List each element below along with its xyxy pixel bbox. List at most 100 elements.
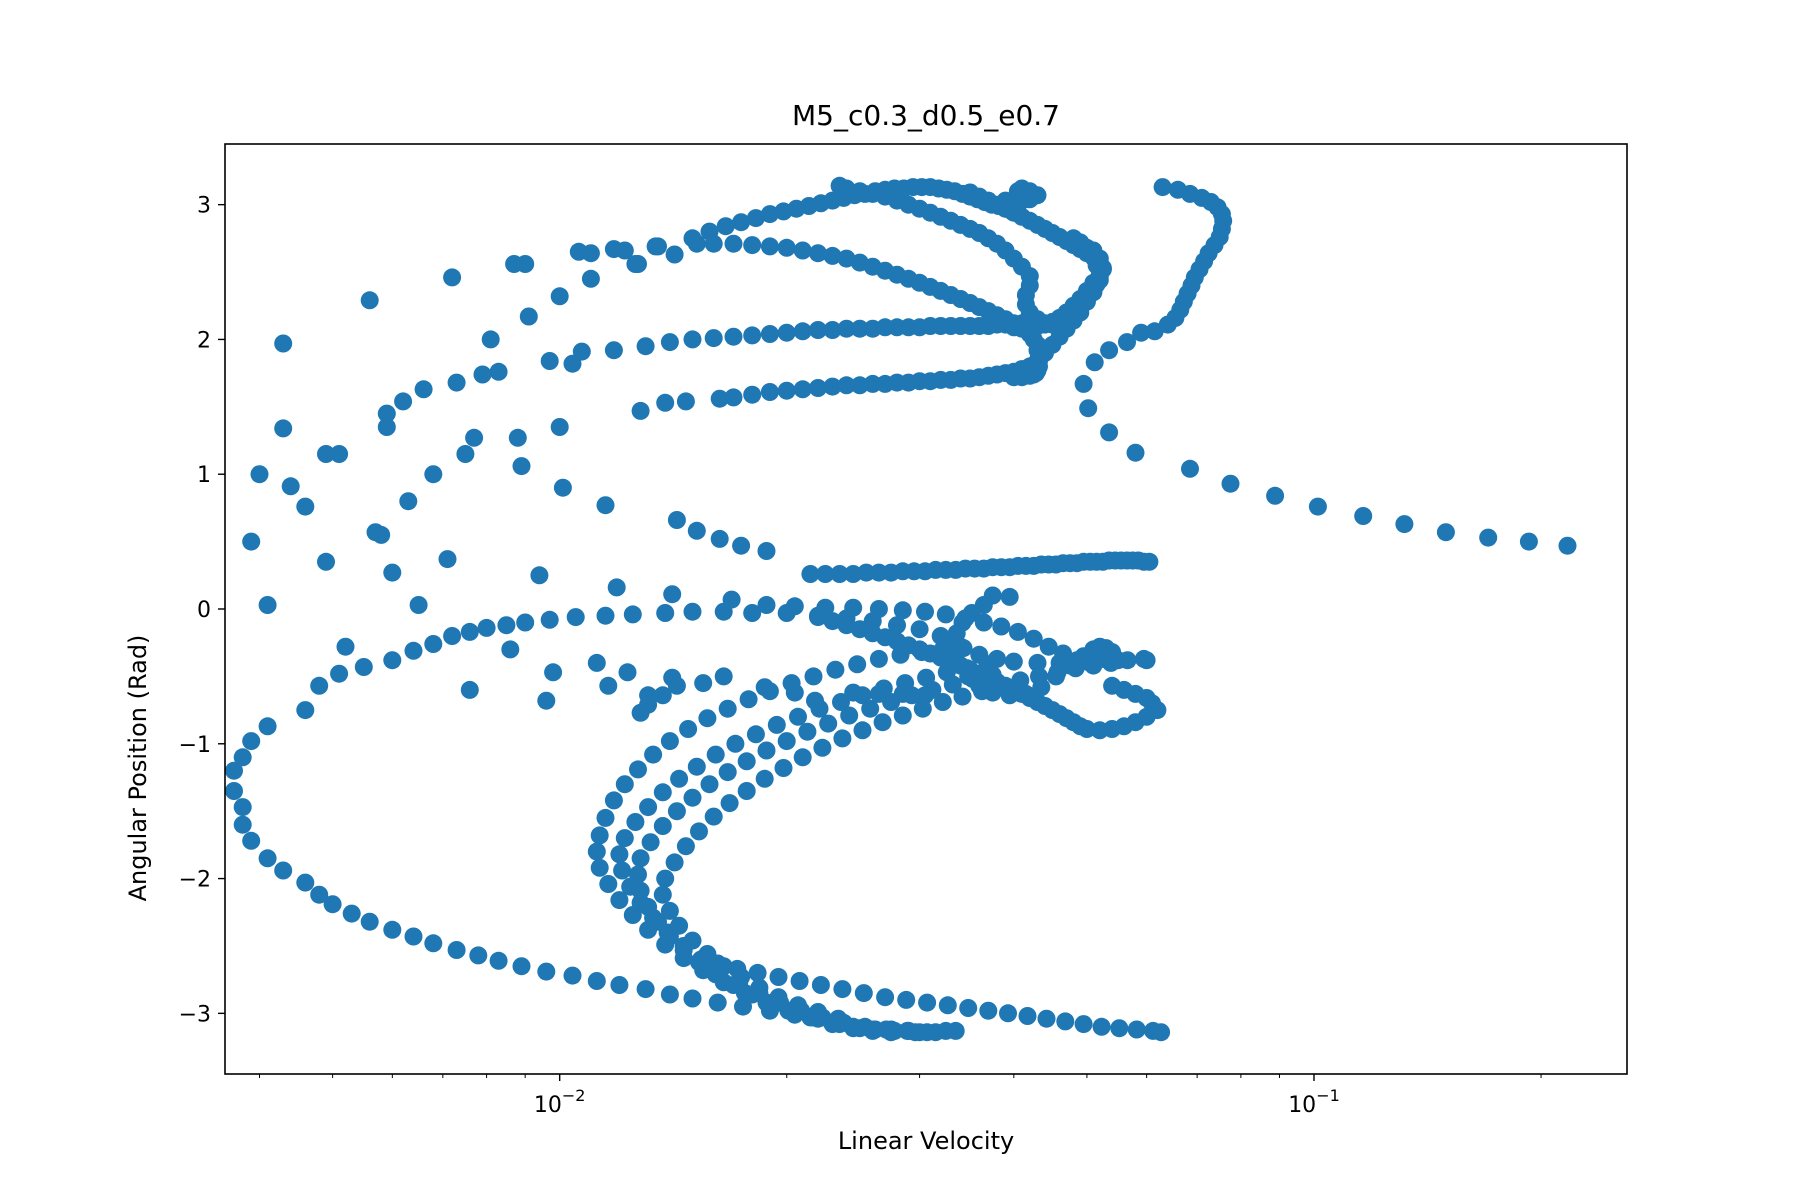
data-point — [424, 465, 443, 484]
data-point — [553, 478, 572, 497]
data-point — [811, 976, 830, 994]
data-point — [1110, 1019, 1129, 1038]
data-point — [1354, 507, 1373, 525]
data-point — [804, 667, 823, 686]
data-point — [653, 817, 672, 835]
data-point — [1084, 656, 1103, 675]
data-point — [743, 326, 762, 345]
data-point — [710, 389, 729, 408]
data-point — [726, 734, 745, 753]
data-point — [667, 802, 686, 821]
data-point — [639, 897, 658, 916]
data-point — [732, 213, 751, 232]
data-point — [665, 853, 684, 872]
plot-frame — [224, 143, 1628, 1075]
data-point — [992, 617, 1011, 636]
data-point — [844, 565, 863, 583]
data-point — [1092, 1017, 1111, 1036]
y-tick-label: 3 — [197, 194, 211, 219]
data-point — [1039, 637, 1058, 656]
data-point — [848, 655, 867, 674]
data-point — [653, 885, 672, 904]
data-point — [233, 815, 252, 834]
data-point — [690, 822, 708, 841]
data-point — [613, 861, 632, 880]
data-point — [785, 683, 804, 702]
data-point — [670, 769, 689, 788]
data-point — [844, 683, 863, 702]
data-point — [746, 725, 765, 744]
data-point — [481, 330, 500, 349]
data-point — [516, 255, 535, 273]
data-point — [809, 1003, 827, 1021]
data-point — [516, 613, 535, 632]
data-point — [687, 521, 706, 540]
data-point — [258, 596, 277, 614]
data-point — [550, 287, 569, 306]
data-point — [760, 237, 779, 256]
data-point — [242, 831, 261, 850]
data-point — [639, 798, 658, 817]
data-point — [1558, 536, 1577, 555]
data-point — [610, 976, 629, 994]
data-point — [596, 808, 615, 827]
data-point — [665, 245, 684, 264]
data-point — [581, 269, 600, 288]
data-point — [394, 392, 413, 411]
data-point — [906, 1023, 925, 1042]
data-point — [1030, 667, 1048, 686]
data-point — [1100, 341, 1119, 360]
data-point — [724, 234, 743, 253]
data-point — [999, 1004, 1017, 1023]
data-point — [469, 946, 488, 965]
data-point — [793, 380, 812, 399]
data-point — [912, 643, 931, 662]
data-point — [863, 374, 882, 393]
data-point — [755, 769, 774, 788]
data-point — [519, 307, 538, 326]
data-point — [501, 640, 520, 659]
data-point — [599, 875, 618, 893]
y-tick-label: −3 — [179, 1002, 211, 1027]
data-point — [710, 529, 729, 548]
data-point — [1079, 399, 1098, 418]
data-point — [604, 341, 623, 360]
data-point — [683, 330, 702, 349]
data-point — [916, 686, 934, 705]
data-point — [274, 419, 293, 438]
data-point — [615, 829, 634, 848]
data-point — [1479, 528, 1498, 547]
data-point — [777, 238, 796, 257]
data-point — [793, 748, 812, 767]
data-point — [1103, 676, 1122, 695]
data-point — [646, 237, 665, 256]
data-point — [242, 532, 261, 551]
data-point — [694, 674, 713, 693]
data-point — [893, 684, 912, 703]
data-point — [383, 920, 402, 939]
data-point — [785, 597, 804, 616]
data-point — [1153, 178, 1172, 197]
data-point — [456, 445, 475, 463]
data-point — [1004, 652, 1023, 671]
data-point — [670, 916, 689, 935]
data-point — [443, 627, 462, 645]
data-point — [330, 664, 349, 683]
data-point — [629, 760, 647, 779]
data-point — [809, 379, 827, 397]
data-point — [1152, 1023, 1171, 1042]
data-point — [537, 691, 556, 710]
data-point — [938, 996, 957, 1015]
data-point — [739, 690, 758, 709]
data-point — [837, 319, 856, 338]
data-point — [823, 612, 842, 631]
data-point — [767, 715, 786, 734]
data-point — [604, 791, 623, 810]
data-point — [823, 377, 842, 396]
data-point — [910, 620, 929, 639]
data-point — [1011, 671, 1030, 690]
data-point — [777, 381, 796, 400]
data-point — [660, 985, 679, 1004]
data-point — [790, 972, 809, 990]
data-point — [936, 605, 955, 624]
